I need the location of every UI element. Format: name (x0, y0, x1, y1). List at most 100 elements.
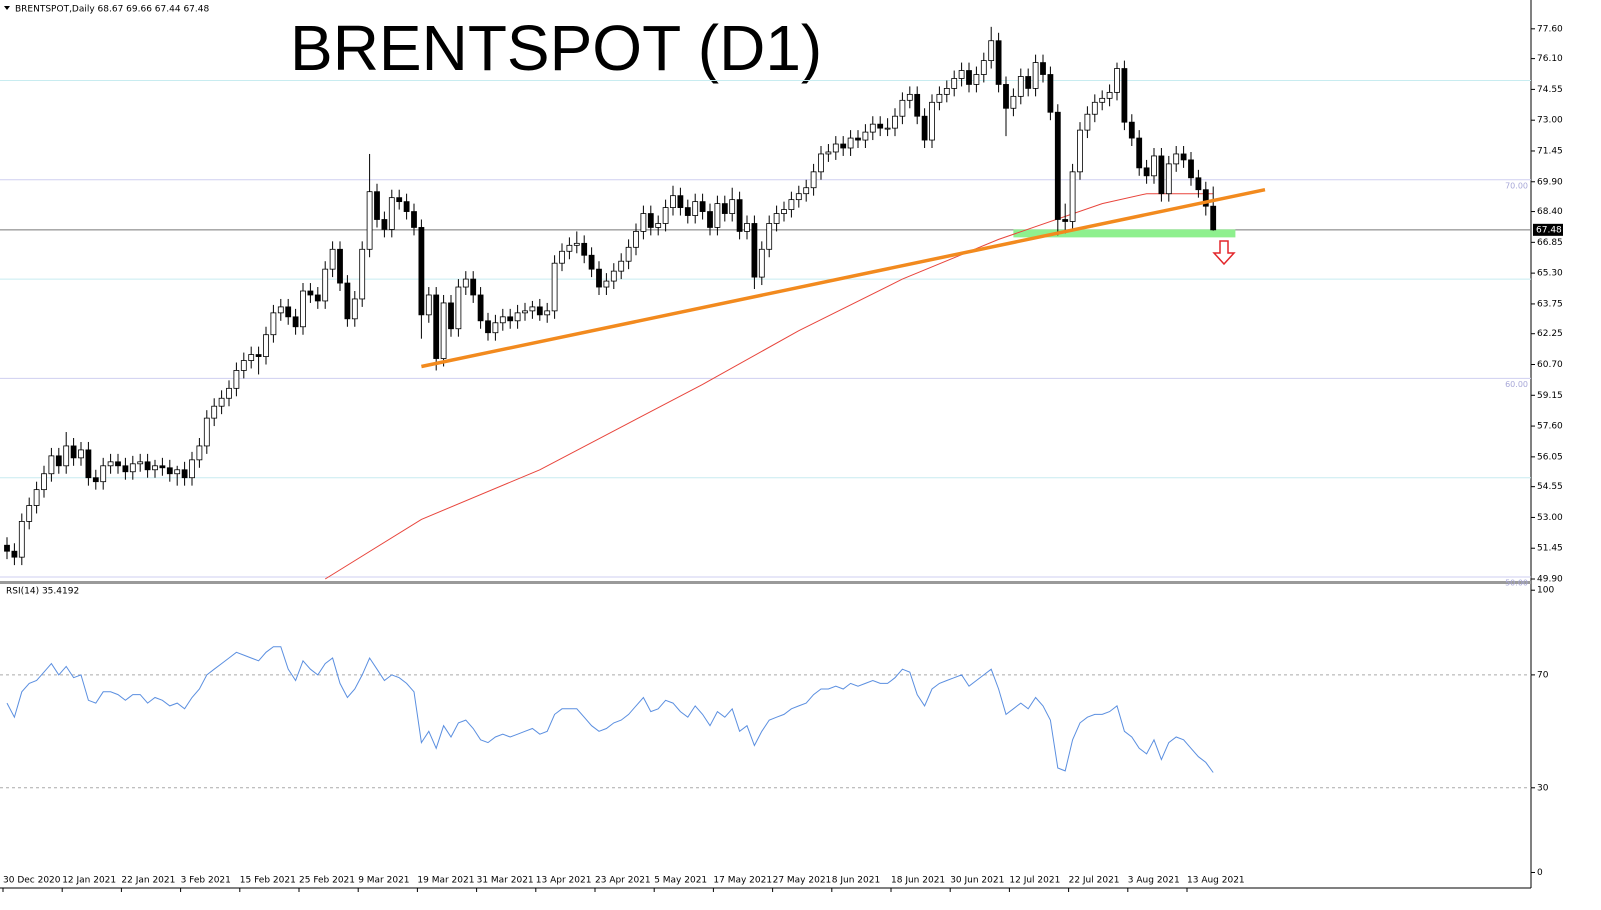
candle-body (877, 123, 884, 129)
candle-body (248, 354, 255, 361)
x-tick-label: 8 Jun 2021 (832, 876, 880, 886)
candle-body (263, 334, 269, 357)
candle-body (603, 280, 610, 288)
candle-body (1010, 95, 1017, 109)
candle-body (551, 262, 558, 312)
candle-body (41, 473, 47, 491)
candle-body (1151, 155, 1157, 177)
level-label: 60.00 (1505, 380, 1528, 389)
chart-header: BRENTSPOT,Daily 68.67 69.66 67.44 67.48 (15, 5, 209, 15)
level-label: 70.00 (1505, 181, 1528, 190)
candle-body (647, 213, 654, 228)
candle-body (307, 290, 314, 296)
rsi-tick-label: 30 (1537, 783, 1549, 793)
support-zone (1013, 229, 1236, 238)
candle-body (122, 465, 129, 473)
candle-body (699, 201, 706, 212)
trendline (421, 187, 1266, 369)
candle-body (129, 463, 136, 473)
candle-body (596, 268, 602, 288)
candle-body (4, 544, 10, 552)
candle-body (707, 211, 713, 228)
candle-body (788, 199, 795, 210)
candle-body (818, 153, 824, 173)
candle-body (862, 131, 869, 141)
candle-body (869, 123, 876, 133)
x-tick-label: 19 Mar 2021 (417, 876, 474, 886)
candle-body (884, 127, 891, 130)
candle-body (995, 40, 1002, 85)
candle-body (425, 294, 432, 316)
y-tick-label: 53.00 (1537, 513, 1563, 523)
candle-body (529, 306, 536, 312)
candle-body (781, 209, 787, 214)
candle-body (1025, 76, 1032, 89)
candle-body (958, 70, 965, 79)
candle-body (137, 461, 144, 465)
candle-body (211, 405, 218, 419)
candle-body (1084, 113, 1091, 131)
candle-body (714, 203, 721, 228)
candle-body (18, 521, 25, 558)
y-tick-label: 54.55 (1537, 482, 1563, 492)
down-arrow (1212, 240, 1236, 266)
candle-body (159, 465, 166, 469)
candle-body (85, 449, 92, 479)
candle-body (462, 278, 469, 288)
candle-body (810, 171, 817, 189)
candle-body (470, 278, 477, 296)
candle-body (499, 316, 506, 324)
candle-body (825, 151, 832, 155)
candle-body (744, 223, 750, 232)
candle-body (107, 461, 114, 467)
candle-body (477, 294, 484, 322)
y-tick-label: 71.45 (1537, 146, 1563, 156)
candle-body (240, 360, 247, 371)
moving-average (324, 193, 1214, 580)
candle-body (92, 477, 99, 483)
candle-body (973, 74, 980, 85)
x-tick-label: 13 Aug 2021 (1187, 876, 1245, 886)
candle-body (1202, 189, 1209, 207)
candle-body (381, 219, 388, 230)
x-tick-label: 17 May 2021 (713, 876, 772, 886)
x-tick-label: 27 May 2021 (773, 876, 832, 886)
rsi-tick-label: 0 (1537, 868, 1543, 878)
candle-body (610, 270, 617, 282)
candle-body (1158, 155, 1165, 195)
candle-body (440, 302, 447, 359)
candle-body (63, 445, 70, 467)
candle-body (11, 550, 18, 558)
y-tick-label: 57.60 (1537, 422, 1563, 432)
candle-body (448, 302, 454, 330)
candle-body (300, 290, 306, 328)
y-tick-label: 77.60 (1537, 24, 1563, 34)
y-tick-label: 63.75 (1537, 299, 1563, 309)
candle-body (277, 306, 284, 314)
candle-body (751, 223, 758, 278)
rsi-tick-label: 100 (1537, 586, 1554, 596)
y-tick-label: 51.45 (1537, 544, 1563, 554)
candle-body (1128, 121, 1135, 139)
candle-body (803, 187, 810, 195)
candle-body (522, 310, 528, 314)
y-tick-label: 62.25 (1537, 329, 1563, 339)
candle-body (33, 489, 40, 506)
candle-body (314, 294, 321, 302)
candle-body (492, 322, 499, 334)
x-tick-label: 5 May 2021 (654, 876, 707, 886)
candle-body (166, 467, 173, 475)
x-tick-label: 22 Jan 2021 (121, 876, 175, 886)
y-tick-label: 56.05 (1537, 452, 1563, 462)
y-tick-label: 60.70 (1537, 360, 1563, 370)
candle-body (433, 294, 440, 359)
candle-body (411, 211, 417, 228)
candle-body (544, 310, 551, 316)
x-tick-label: 3 Feb 2021 (181, 876, 231, 886)
candle-body (625, 246, 632, 262)
y-tick-label: 66.85 (1537, 238, 1563, 248)
candle-body (226, 387, 232, 399)
x-tick-label: 15 Feb 2021 (240, 876, 296, 886)
candle-body (914, 93, 921, 117)
